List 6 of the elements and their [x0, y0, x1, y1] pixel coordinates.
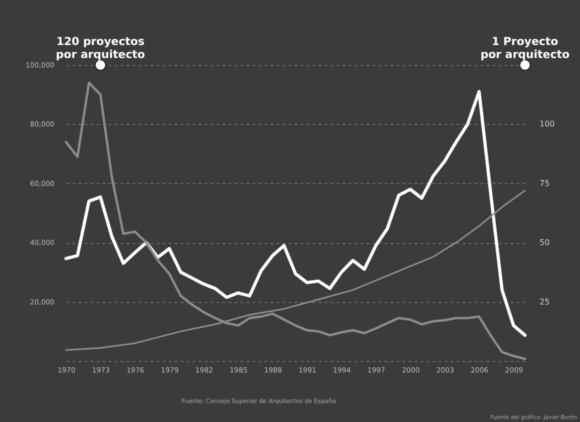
annotation: 1 Proyecto por arquitecto: [480, 35, 570, 61]
y2-tick-label: 100: [540, 120, 555, 129]
y2-tick-label: 25: [540, 297, 550, 306]
annotation: 120 proyectos por arquitecto: [56, 35, 146, 61]
y2-tick-label: 75: [540, 178, 550, 188]
y2-tick-label: 50: [540, 238, 550, 248]
